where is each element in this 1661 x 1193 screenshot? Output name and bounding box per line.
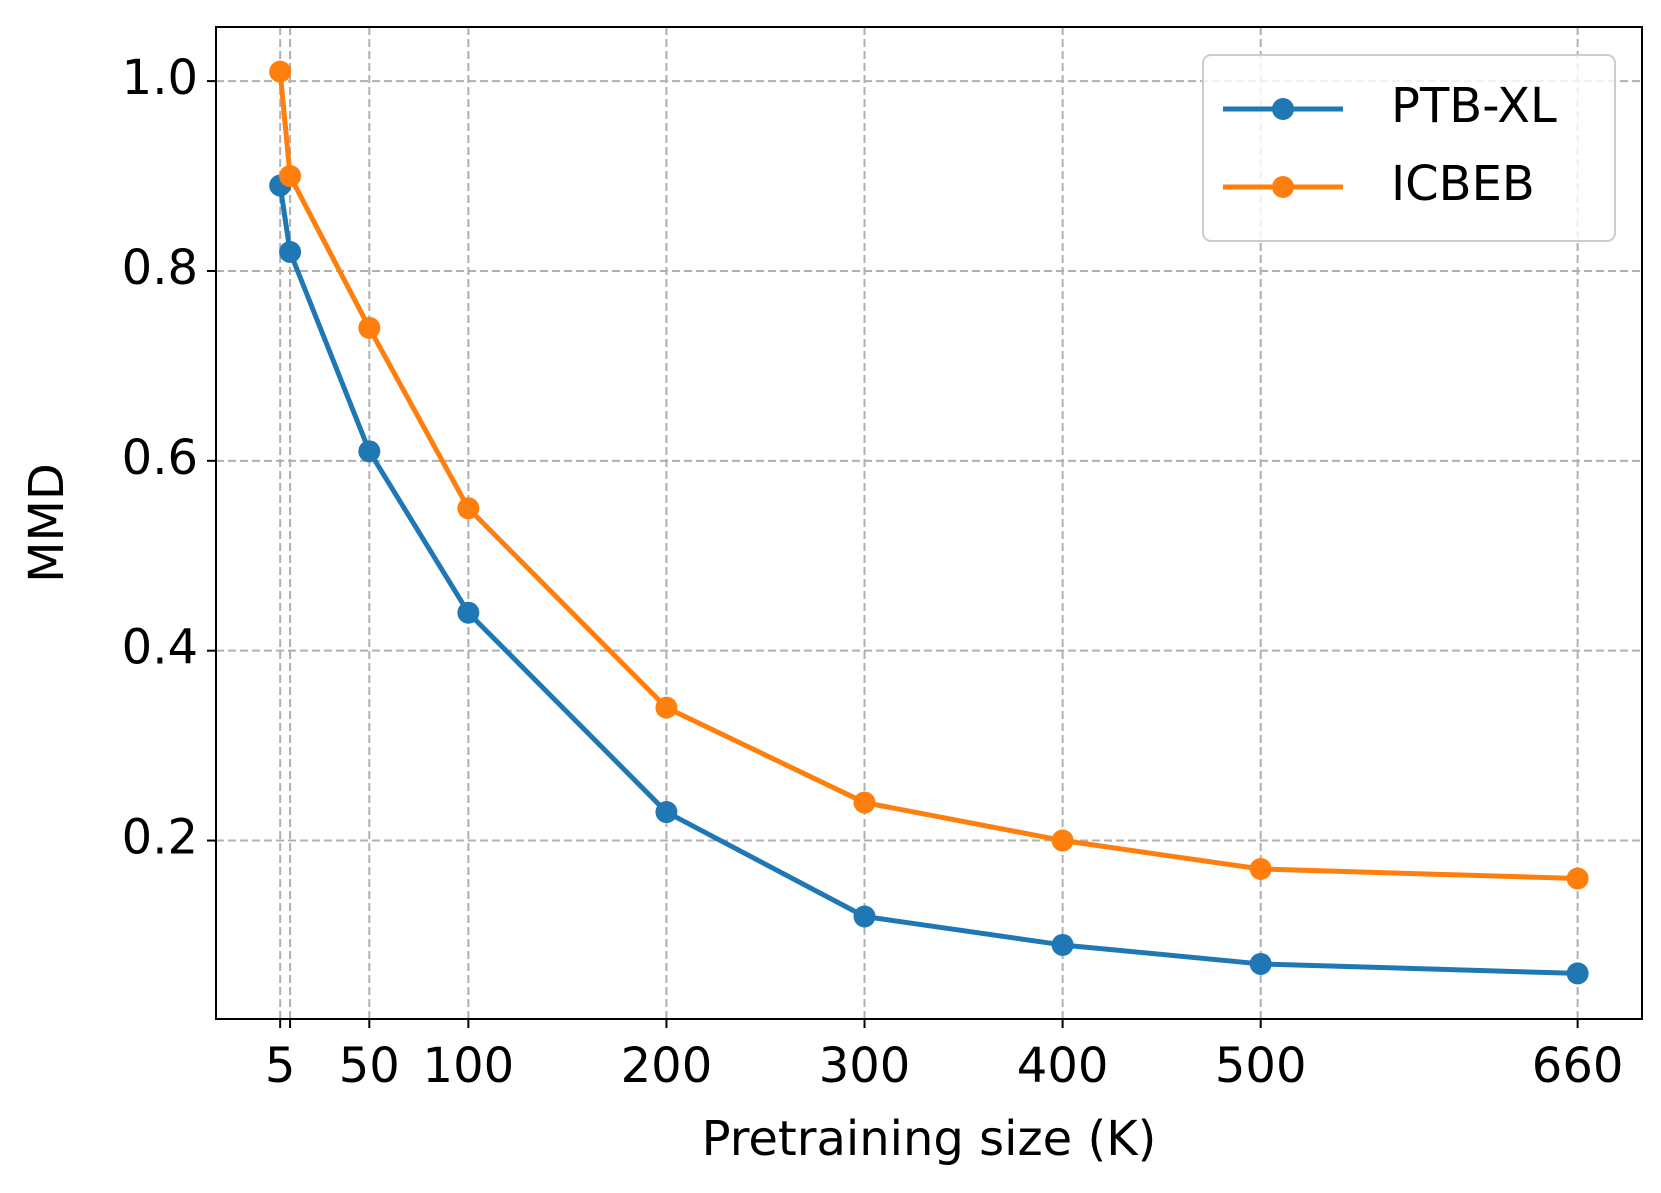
data-point [358,316,381,339]
data-point [655,696,678,719]
data-point [269,60,292,83]
data-point [1249,952,1272,975]
x-tick-label: 100 [423,1038,515,1094]
data-point [853,791,876,814]
x-tick-label: 400 [1017,1038,1109,1094]
legend-label: ICBEB [1391,156,1535,212]
legend-marker [1272,176,1294,198]
data-point [1566,867,1589,890]
x-tick-label: 660 [1532,1038,1624,1094]
x-tick-label: 300 [819,1038,911,1094]
legend-marker [1272,98,1294,120]
data-point [358,440,381,463]
data-point [1566,962,1589,985]
data-point [1051,829,1074,852]
data-point [655,801,678,824]
data-point [1249,858,1272,881]
y-tick-label: 0.2 [122,810,198,866]
y-tick-label: 0.4 [122,620,198,676]
y-tick-label: 0.8 [122,240,198,296]
x-axis-label: Pretraining size (K) [702,1111,1157,1167]
legend-box [1202,54,1616,242]
data-point [279,165,302,188]
data-point [279,240,302,263]
data-point [853,905,876,928]
y-axis-label: MMD [19,463,75,583]
x-tick-label: 200 [621,1038,713,1094]
series-line [277,185,1578,976]
data-point [457,497,480,520]
legend: PTB-XL ICBEB [1202,54,1616,242]
x-tick-label: 50 [339,1038,400,1094]
legend-label: PTB-XL [1391,78,1557,134]
y-tick-label: 0.6 [122,430,198,486]
x-tick-label: 500 [1215,1038,1307,1094]
data-point [1051,933,1074,956]
y-tick-label: 1.0 [122,50,198,106]
x-tick-label: 5 [265,1038,296,1094]
plot-frame [215,26,1643,1020]
data-point [457,601,480,624]
